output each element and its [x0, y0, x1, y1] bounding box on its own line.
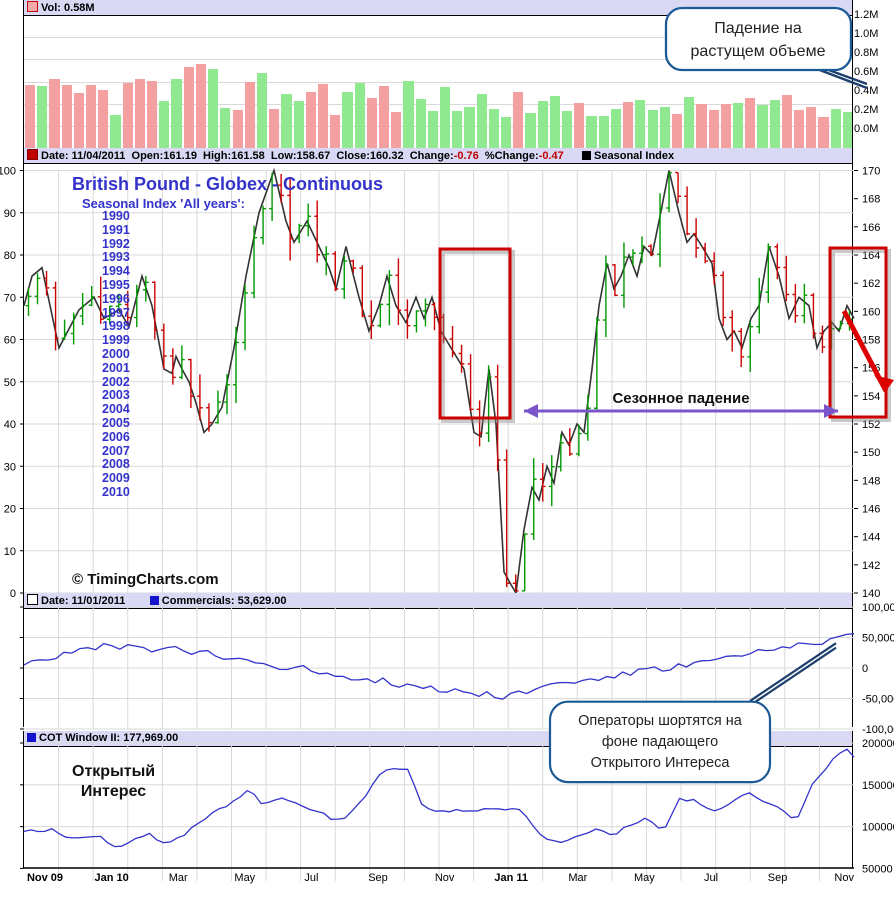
svg-text:100: 100 [0, 166, 16, 178]
svg-text:50: 50 [4, 377, 16, 389]
svg-text:150000: 150000 [862, 780, 894, 792]
svg-text:20: 20 [4, 504, 16, 516]
svg-text:200000: 200000 [862, 738, 894, 750]
svg-text:40: 40 [4, 419, 16, 431]
svg-text:80: 80 [4, 250, 16, 262]
svg-text:-100,000: -100,000 [862, 724, 894, 736]
svg-text:168: 168 [862, 194, 880, 206]
svg-text:100000: 100000 [862, 822, 894, 834]
svg-text:50,000: 50,000 [862, 633, 894, 645]
svg-text:0: 0 [10, 588, 16, 600]
svg-text:100,000: 100,000 [862, 602, 894, 614]
svg-text:148: 148 [862, 475, 880, 487]
svg-text:30: 30 [4, 461, 16, 473]
svg-text:Открытого Интереса: Открытого Интереса [591, 755, 731, 771]
svg-text:Падение на: Падение на [714, 20, 802, 37]
svg-text:0: 0 [862, 663, 868, 675]
svg-text:60: 60 [4, 335, 16, 347]
svg-text:142: 142 [862, 560, 880, 572]
svg-text:158: 158 [862, 335, 880, 347]
svg-text:162: 162 [862, 278, 880, 290]
svg-text:160: 160 [862, 306, 880, 318]
svg-text:70: 70 [4, 292, 16, 304]
svg-text:166: 166 [862, 222, 880, 234]
svg-text:Операторы шортятся на: Операторы шортятся на [578, 713, 743, 729]
svg-text:154: 154 [862, 391, 880, 403]
svg-text:150: 150 [862, 447, 880, 459]
svg-text:Сезонное падение: Сезонное падение [612, 390, 749, 407]
svg-text:146: 146 [862, 504, 880, 516]
svg-text:90: 90 [4, 208, 16, 220]
svg-text:растущем объеме: растущем объеме [691, 43, 826, 60]
svg-text:фоне падающего: фоне падающего [602, 734, 718, 750]
svg-text:170: 170 [862, 166, 880, 178]
svg-text:10: 10 [4, 546, 16, 558]
svg-text:-50,000: -50,000 [862, 694, 894, 706]
svg-text:144: 144 [862, 532, 880, 544]
svg-text:140: 140 [862, 588, 880, 600]
